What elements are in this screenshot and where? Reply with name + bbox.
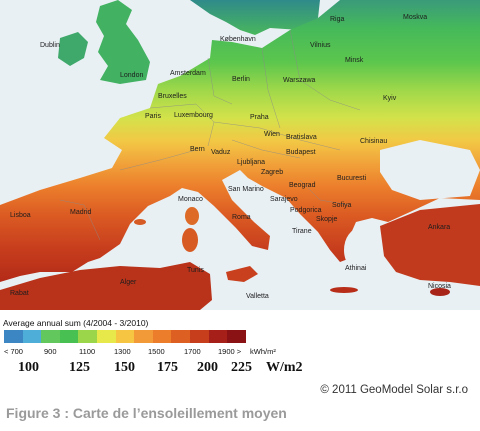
- city-label: Tirane: [292, 228, 312, 235]
- city-label: Monaco: [178, 196, 203, 203]
- city-label: Podgorica: [290, 207, 322, 214]
- city-label: Bruxelles: [158, 93, 187, 100]
- sicily-island: [226, 266, 258, 282]
- legend-wm2-label: 100: [18, 360, 39, 375]
- city-label: San Marino: [228, 186, 264, 193]
- legend-kwh-label: 1300: [114, 347, 131, 356]
- city-label: Lisboa: [10, 212, 31, 219]
- city-label: Ankara: [428, 224, 451, 231]
- city-label: Bucuresti: [337, 175, 367, 182]
- corsica-island: [185, 207, 199, 225]
- city-label: Praha: [250, 114, 269, 121]
- legend-swatch: [208, 330, 228, 343]
- legend-swatch: [171, 330, 191, 343]
- cyprus-island: [430, 288, 450, 296]
- city-label: Dublin: [40, 42, 60, 49]
- city-label: Nicosia: [428, 283, 451, 290]
- legend-kwh-label: 900: [44, 347, 57, 356]
- city-label: Rabat: [10, 290, 29, 297]
- legend-kwh-label: 1900 >: [218, 347, 242, 356]
- aegean-sea: [344, 228, 376, 272]
- continental-europe-land: [0, 0, 480, 282]
- city-label: Valletta: [246, 293, 269, 300]
- city-label: Beograd: [289, 182, 316, 189]
- map-canvas: [0, 0, 480, 310]
- city-label: Kyiv: [383, 95, 397, 102]
- crete-island: [330, 287, 358, 293]
- city-label: Alger: [120, 279, 137, 286]
- legend-swatch: [59, 330, 79, 343]
- copyright-notice: © 2011 GeoModel Solar s.r.o: [320, 384, 468, 396]
- legend-swatch: [115, 330, 135, 343]
- city-label: Bern: [190, 146, 205, 153]
- legend-kwh-label: 1100: [79, 347, 96, 356]
- city-label: Luxembourg: [174, 112, 213, 119]
- legend-swatch: [190, 330, 209, 343]
- legend-swatch: [41, 330, 60, 343]
- legend-kwh-label: 1500: [148, 347, 165, 356]
- city-label: Berlin: [232, 76, 250, 83]
- city-label: København: [220, 36, 256, 43]
- city-label: Sarajevo: [270, 196, 298, 203]
- legend-wm2-label: 225: [231, 360, 252, 375]
- legend-swatch: [134, 330, 153, 343]
- country-borders: [59, 29, 361, 241]
- city-label: Paris: [145, 113, 161, 120]
- city-label: Sofiya: [332, 202, 352, 209]
- city-label: Bratislava: [286, 134, 317, 141]
- black-sea: [380, 140, 480, 200]
- sardinia-island: [182, 228, 198, 252]
- city-label: Athinai: [345, 265, 367, 272]
- legend-wm2-label: 150: [114, 360, 135, 375]
- legend-wm2-label: 175: [157, 360, 178, 375]
- scandinavia-land: [190, 0, 320, 35]
- legend-kwh-unit: kWh/m²: [250, 347, 276, 356]
- legend-swatch: [152, 330, 172, 343]
- north-africa-land: [0, 262, 212, 310]
- city-label: Warszawa: [283, 77, 316, 84]
- legend-wm2-label: 125: [69, 360, 90, 375]
- city-label: Budapest: [286, 149, 316, 156]
- legend-swatch: [4, 330, 23, 343]
- great-britain-land: [96, 0, 150, 84]
- legend-wm2-label: 200: [197, 360, 218, 375]
- city-label: Wien: [264, 131, 280, 138]
- city-label: Zagreb: [261, 169, 284, 176]
- legend-kwh-label: < 700: [4, 347, 23, 356]
- legend-swatch: [78, 330, 98, 343]
- city-label: Skopje: [316, 216, 338, 223]
- city-label: Vilnius: [310, 42, 331, 49]
- mallorca-island: [134, 219, 146, 225]
- legend-title: Average annual sum (4/2004 - 3/2010): [3, 318, 149, 328]
- legend-wm2-unit: W/m2: [266, 360, 303, 375]
- legend-swatch: [22, 330, 42, 343]
- figure-caption: Figure 3 : Carte de l’ensoleillement moy…: [6, 405, 287, 421]
- city-label: Chisinau: [360, 138, 388, 145]
- legend-kwh-label: 1700: [184, 347, 201, 356]
- city-label: Moskva: [403, 14, 428, 21]
- city-label: Tunis: [187, 267, 204, 274]
- solar-irradiation-map: Dublin London Amsterdam Bruxelles Luxemb…: [0, 0, 480, 310]
- city-label: London: [120, 72, 144, 79]
- city-label: Madrid: [70, 209, 92, 216]
- city-label: Ljubljana: [237, 159, 266, 166]
- legend-swatch: [97, 330, 116, 343]
- city-label: Riga: [330, 16, 345, 23]
- city-label: Vaduz: [211, 149, 231, 156]
- city-label: Amsterdam: [170, 70, 206, 77]
- city-label: Minsk: [345, 57, 364, 64]
- legend-swatch: [227, 330, 246, 343]
- legend-color-scale: [4, 330, 246, 343]
- ireland-land: [58, 32, 88, 66]
- city-label: Roma: [232, 214, 251, 221]
- anatolia-land: [380, 204, 480, 286]
